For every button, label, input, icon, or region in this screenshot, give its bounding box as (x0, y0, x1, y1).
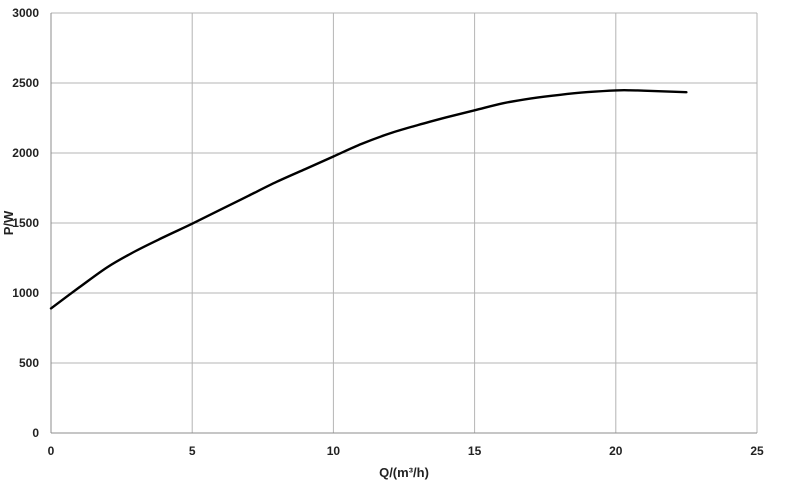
y-tick-label: 2500 (12, 76, 39, 90)
grid-lines (50, 12, 758, 434)
y-axis-title: P/W (1, 210, 16, 235)
x-tick-label: 15 (468, 444, 482, 458)
y-tick-label: 2000 (12, 146, 39, 160)
series-line (49, 89, 688, 310)
x-tick-label: 25 (750, 444, 764, 458)
y-tick-label: 1000 (12, 286, 39, 300)
y-tick-label: 3000 (12, 6, 39, 20)
y-tick-label: 500 (19, 356, 39, 370)
y-axis-tick-labels: 0 500 1000 1500 2000 2500 3000 (12, 6, 39, 440)
series-group (49, 89, 688, 310)
x-axis-tick-labels: 0 5 10 15 20 25 (48, 444, 764, 458)
y-tick-label: 1500 (12, 216, 39, 230)
x-axis-title: Q/(m³/h) (379, 465, 429, 480)
x-tick-label: 20 (609, 444, 623, 458)
plot-frame (50, 13, 757, 434)
x-tick-label: 10 (327, 444, 341, 458)
x-tick-label: 0 (48, 444, 55, 458)
x-tick-label: 5 (189, 444, 196, 458)
y-tick-label: 0 (32, 426, 39, 440)
